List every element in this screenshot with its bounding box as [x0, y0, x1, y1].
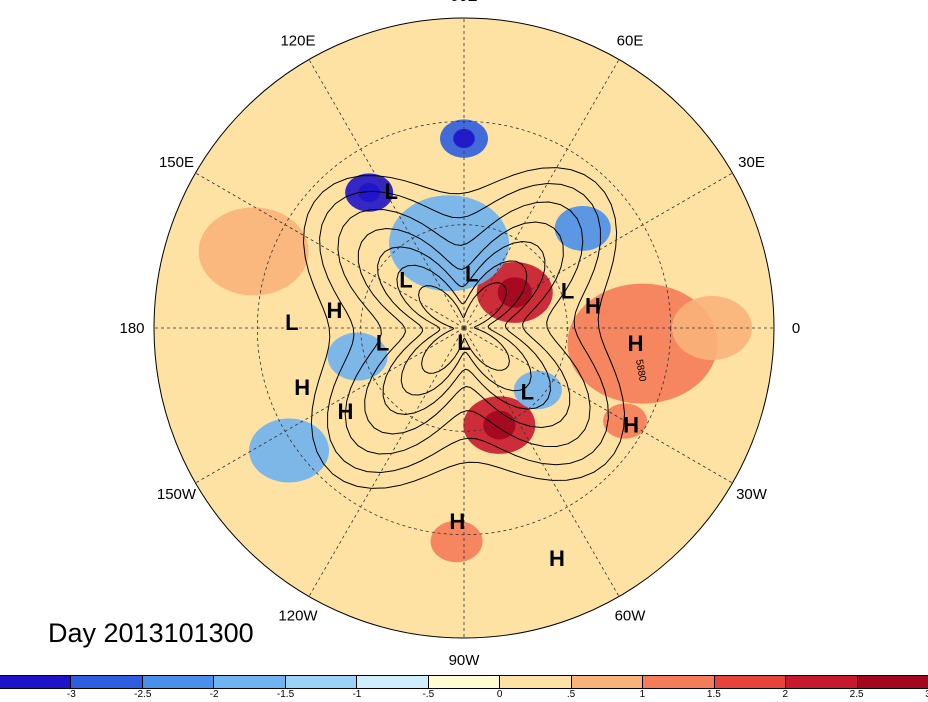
longitude-label: 60W: [615, 608, 647, 625]
longitude-line: [463, 59, 620, 329]
colorbar: [0, 675, 928, 689]
high-pressure-label: H: [549, 546, 565, 571]
colorbar-swatch: [285, 676, 358, 688]
low-pressure-label: L: [457, 330, 470, 355]
colorbar-swatch: [714, 676, 787, 688]
colorbar-swatch: [214, 676, 286, 688]
low-pressure-label: L: [465, 261, 478, 286]
colorbar-swatch: [428, 676, 501, 688]
anomaly-core: [358, 182, 380, 203]
low-pressure-label: L: [561, 278, 574, 303]
high-pressure-label: H: [294, 375, 310, 400]
low-pressure-label: L: [385, 179, 398, 204]
colorbar-swatch: [571, 676, 644, 688]
high-pressure-label: H: [623, 412, 639, 437]
longitude-label: 30E: [738, 154, 765, 171]
colorbar-tick-label: -1.5: [276, 689, 295, 700]
lat-lon-grid: [154, 18, 774, 638]
colorbar-tick-label: -2.5: [134, 689, 152, 700]
colorbar-tick-label: 0: [496, 689, 503, 700]
anomaly-blob: [249, 418, 330, 483]
colorbar-tick-label: -3: [66, 689, 76, 700]
low-pressure-label: L: [399, 267, 412, 292]
colorbar-tick-label: -.5: [422, 689, 435, 700]
longitude-line: [463, 327, 733, 484]
longitude-label: 120E: [280, 32, 315, 49]
colorbar-tick-label: 3: [925, 689, 928, 700]
anomaly-core: [497, 277, 532, 308]
longitude-label: 30W: [736, 486, 768, 503]
colorbar-labels: -3 -2.5 -2 -1.5 -1 -.5 0 .5 1 1.5 2 2.5 3: [0, 689, 928, 702]
colorbar-tick-label: 2: [782, 689, 788, 700]
low-pressure-label: L: [376, 330, 389, 355]
map-boundary: [153, 17, 775, 639]
longitude-line: [195, 327, 465, 484]
high-pressure-label: H: [449, 509, 465, 534]
anomaly-blob: [327, 332, 388, 381]
contour-value-label: 5880: [633, 359, 648, 383]
high-pressure-label: H: [585, 293, 601, 318]
longitude-label: 120W: [278, 608, 318, 625]
high-pressure-label: H: [338, 399, 354, 424]
plot-title: Day 2013101300: [48, 618, 254, 648]
low-pressure-label: L: [521, 379, 534, 404]
colorbar-swatch: [786, 676, 858, 688]
colorbar-swatch: [142, 676, 215, 688]
longitude-label: 90W: [449, 652, 481, 669]
colorbar-swatch: [643, 676, 715, 688]
anomaly-blob: [389, 195, 510, 292]
longitude-label: 150W: [157, 486, 197, 503]
anomaly-blob: [554, 205, 611, 251]
longitude-line: [463, 172, 733, 329]
longitude-label: 0: [792, 320, 800, 337]
longitude-line: [463, 327, 620, 597]
longitude-line: [195, 172, 465, 329]
colorbar-tick-label: 1: [639, 689, 646, 700]
anomaly-blob: [430, 520, 483, 563]
anomaly-core: [453, 128, 475, 149]
longitude-label: 150E: [159, 154, 194, 171]
colorbar-swatch: [857, 676, 928, 688]
longitude-labels: 90E 60E 30E 0 30W 60W 90W 120W 150W 180 150E 120E: [119, 0, 800, 669]
colorbar-swatch: [71, 676, 143, 688]
high-pressure-label: H: [326, 298, 342, 323]
anomaly-blob: [198, 207, 309, 296]
longitude-label: 180: [119, 320, 144, 337]
colorbar-swatch: [0, 676, 72, 688]
longitude-label: 60E: [617, 32, 644, 49]
longitude-line: [308, 59, 465, 329]
longitude-label: 90E: [451, 0, 478, 5]
colorbar-tick-label: -2: [209, 689, 219, 700]
colorbar-tick-label: 1.5: [706, 689, 721, 700]
colorbar-tick-label: .5: [566, 689, 576, 700]
colorbar-swatch: [500, 676, 572, 688]
high-pressure-label: H: [628, 331, 644, 356]
colorbar-tick-label: 2.5: [849, 689, 864, 700]
colorbar-swatch: [357, 676, 429, 688]
longitude-line: [308, 327, 465, 597]
low-pressure-label: L: [285, 310, 298, 335]
colorbar-tick-label: -1: [352, 689, 362, 700]
